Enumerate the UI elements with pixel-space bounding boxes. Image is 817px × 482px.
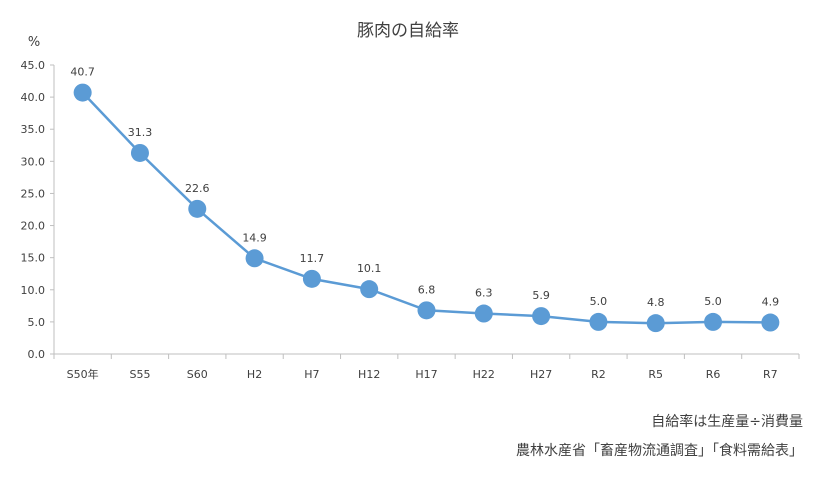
source-note: 農林水産省「畜産物流通調査」「食料需給表」 — [516, 443, 803, 459]
data-label: 5.0 — [590, 295, 608, 308]
data-point-marker — [761, 313, 780, 332]
y-tick-label: 15.0 — [21, 252, 46, 265]
y-tick-label: 35.0 — [21, 123, 46, 136]
data-label: 6.8 — [418, 283, 436, 296]
y-tick-label: 5.0 — [28, 316, 46, 329]
data-label: 5.0 — [704, 295, 722, 308]
data-label: 4.8 — [647, 296, 665, 309]
data-label: 40.7 — [70, 66, 95, 79]
x-tick-label: H17 — [415, 368, 437, 381]
data-point-marker — [646, 314, 665, 333]
series: 40.7 31.3 22.6 14.9 11.7 10.1 6.8 6.3 5.9 5.0 4.8 5… — [70, 66, 780, 333]
data-label: 22.6 — [185, 182, 210, 195]
formula-note: 自給率は生産量÷消費量 — [651, 414, 803, 430]
x-tick-label: H7 — [304, 368, 319, 381]
y-tick-label: 30.0 — [21, 155, 46, 168]
y-tick-label: 10.0 — [21, 284, 46, 297]
data-point-marker — [474, 304, 493, 323]
x-tick-label: H22 — [473, 368, 495, 381]
x-tick-label: R7 — [763, 368, 778, 381]
data-point-marker — [130, 143, 149, 162]
y-tick-label: 45.0 — [21, 59, 46, 72]
data-label: 10.1 — [357, 262, 382, 275]
data-label: 14.9 — [242, 231, 267, 244]
data-point-marker — [73, 83, 92, 102]
data-point-marker — [589, 312, 608, 331]
axes: 0.0 5.0 10.0 15.0 20.0 25.0 30.0 35.0 40.0 45.0 S5… — [21, 59, 800, 381]
x-tick-label: H27 — [530, 368, 552, 381]
data-point-marker — [188, 199, 207, 218]
x-tick-label: R6 — [706, 368, 721, 381]
y-tick-label: 20.0 — [21, 220, 46, 233]
data-point-marker — [302, 269, 321, 288]
data-point-marker — [704, 312, 723, 331]
y-tick-label: 25.0 — [21, 187, 46, 200]
chart-area: 豚肉の自給率 % 0.0 5.0 10.0 15.0 20.0 25.0 30.0 35.0 4… — [21, 21, 800, 381]
x-tick-label: R5 — [648, 368, 663, 381]
x-tick-label: S60 — [187, 368, 208, 381]
x-tick-label: R2 — [591, 368, 606, 381]
x-tick-label: H12 — [358, 368, 380, 381]
chart-title: 豚肉の自給率 — [357, 21, 459, 41]
data-label: 6.3 — [475, 287, 493, 300]
data-point-marker — [360, 280, 379, 299]
x-tick-label: H2 — [247, 368, 262, 381]
data-label: 4.9 — [762, 296, 780, 309]
data-label: 5.9 — [532, 289, 550, 302]
y-tick-label: 0.0 — [28, 348, 46, 361]
x-tick-label: S55 — [129, 368, 150, 381]
data-point-marker — [417, 301, 436, 320]
data-point-marker — [245, 249, 264, 268]
y-axis-unit-label: % — [28, 35, 40, 50]
data-label: 31.3 — [128, 126, 153, 139]
x-tick-label: S50年 — [67, 367, 99, 381]
y-tick-label: 40.0 — [21, 91, 46, 104]
data-point-marker — [532, 307, 551, 326]
data-label: 11.7 — [300, 252, 325, 265]
